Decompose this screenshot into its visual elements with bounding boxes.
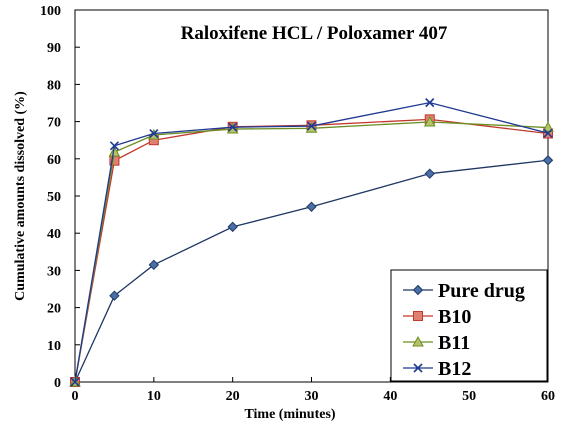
y-tick-label: 70: [47, 116, 61, 131]
legend-label: Pure drug: [438, 280, 525, 302]
data-point: [227, 221, 238, 233]
y-axis-label: Cumulative amounts dissolved (%): [13, 91, 28, 301]
data-point: [148, 259, 160, 271]
y-tick-label: 40: [47, 227, 61, 242]
x-tick-label: 20: [226, 389, 240, 404]
legend: Pure drug B10 B11 B12: [390, 269, 548, 382]
y-tick-label: 0: [54, 376, 61, 391]
legend-label: B12: [438, 358, 471, 380]
series-pure-drug: [69, 155, 554, 388]
y-tick-label: 20: [47, 302, 61, 317]
x-axis-ticks: 0 10 20 30 40 50 60: [72, 377, 555, 404]
y-tick-label: 30: [47, 264, 61, 279]
data-point: [70, 377, 80, 387]
y-tick-label: 60: [47, 153, 61, 168]
legend-item: Pure drug: [403, 280, 525, 302]
legend-item: B12: [403, 358, 471, 380]
data-point: [109, 141, 119, 151]
data-point: [149, 128, 159, 139]
y-tick-label: 90: [47, 41, 61, 56]
y-tick-label: 50: [47, 190, 61, 205]
x-axis-label: Time (minutes): [244, 407, 335, 422]
legend-marker: [413, 363, 423, 373]
data-point: [542, 155, 554, 166]
x-tick-label: 60: [541, 389, 555, 404]
legend-marker: [413, 311, 423, 321]
legend-marker: [412, 335, 424, 347]
y-tick-label: 10: [47, 339, 61, 354]
legend-item: B11: [403, 332, 470, 354]
legend-item: B10: [403, 306, 471, 328]
data-point: [306, 201, 317, 212]
x-tick-label: 40: [383, 389, 397, 404]
data-point: [543, 128, 553, 138]
legend-label: B10: [438, 306, 471, 328]
data-point: [228, 122, 238, 132]
x-tick-label: 10: [147, 389, 161, 404]
x-tick-label: 50: [462, 389, 476, 404]
x-tick-label: 30: [305, 389, 319, 404]
y-axis-ticks: 0 10 20 30 40 50 60 70 80 90 100: [40, 4, 80, 391]
data-point: [542, 121, 554, 133]
series-b12: [70, 98, 553, 387]
y-tick-label: 100: [40, 4, 61, 19]
data-point: [108, 146, 121, 157]
data-point: [424, 168, 435, 179]
data-point: [425, 98, 435, 108]
x-tick-label: 0: [72, 389, 79, 404]
data-point: [109, 290, 120, 301]
data-point: [306, 121, 317, 131]
legend-label: B11: [438, 332, 470, 354]
legend-marker: [412, 284, 424, 296]
chart-title: Raloxifene HCL / Poloxamer 407: [181, 23, 448, 44]
legend-items: Pure drug B10 B11 B12: [403, 280, 525, 380]
y-tick-label: 80: [47, 78, 61, 93]
data-point: [423, 115, 436, 127]
series-layer: [69, 98, 554, 388]
